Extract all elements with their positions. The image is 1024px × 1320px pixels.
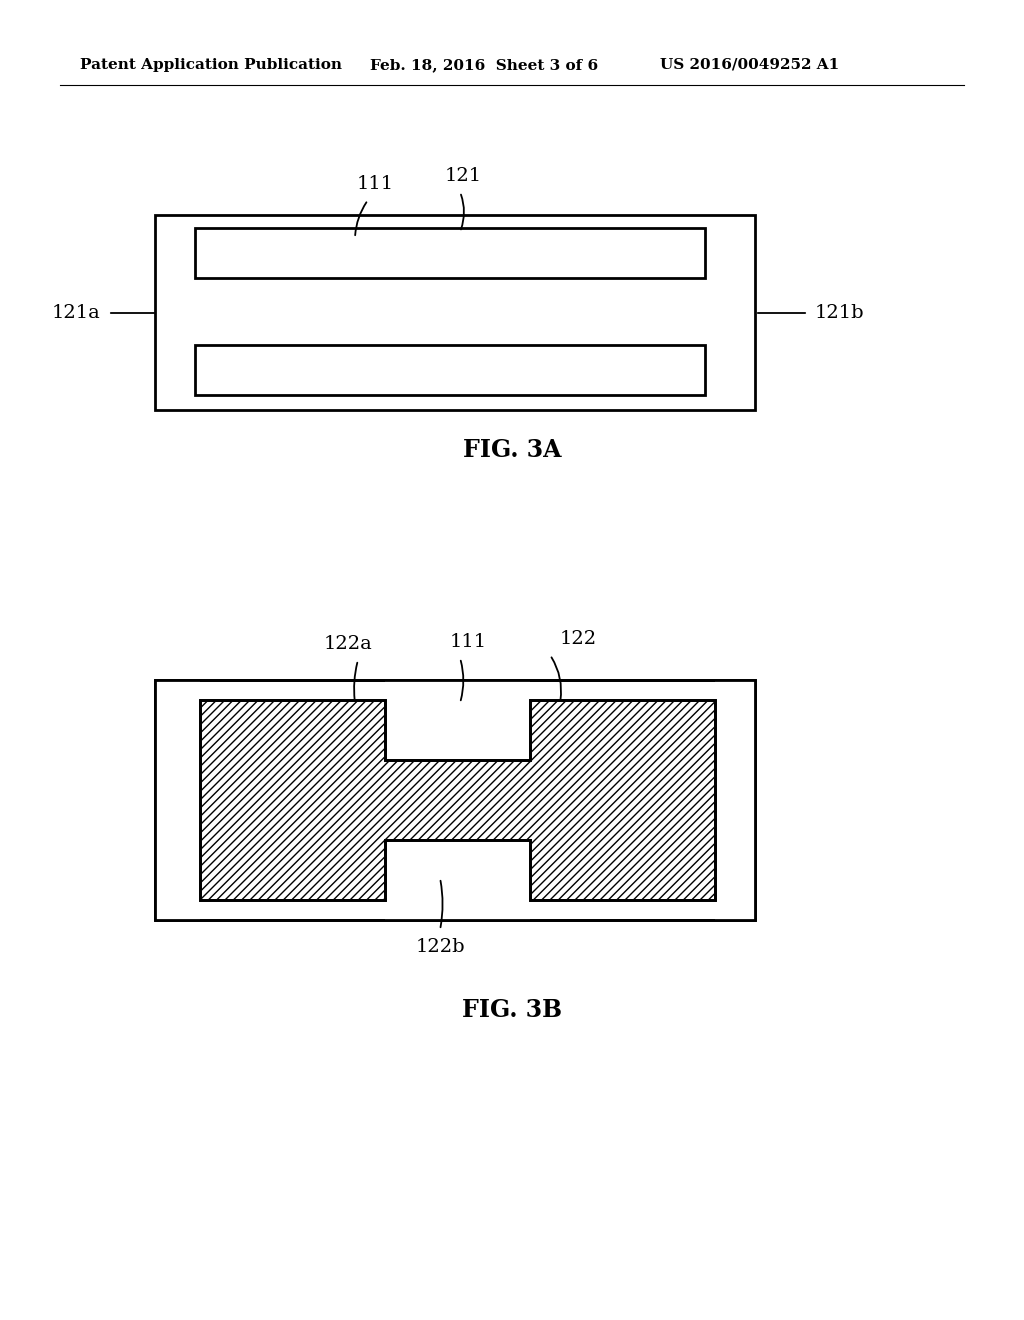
PathPatch shape — [200, 700, 715, 900]
Text: 121a: 121a — [51, 304, 100, 322]
Bar — [385, 680, 530, 760]
Bar — [195, 228, 705, 279]
Text: 122b: 122b — [415, 939, 465, 956]
Text: 111: 111 — [450, 634, 486, 651]
Text: Feb. 18, 2016  Sheet 3 of 6: Feb. 18, 2016 Sheet 3 of 6 — [370, 58, 598, 73]
Bar — [195, 345, 705, 395]
Text: 111: 111 — [356, 176, 393, 193]
Bar — [715, 680, 755, 920]
Bar — [155, 680, 755, 920]
Text: FIG. 3B: FIG. 3B — [462, 998, 562, 1022]
Text: 122: 122 — [560, 630, 597, 648]
Text: 122a: 122a — [324, 635, 373, 653]
Text: 121b: 121b — [815, 304, 864, 322]
Bar — [155, 215, 755, 411]
Bar — [155, 215, 755, 411]
Bar — [155, 680, 755, 920]
Text: US 2016/0049252 A1: US 2016/0049252 A1 — [660, 58, 840, 73]
Text: FIG. 3A: FIG. 3A — [463, 438, 561, 462]
Bar — [385, 840, 530, 920]
Text: 121: 121 — [445, 168, 482, 185]
Text: Patent Application Publication: Patent Application Publication — [80, 58, 342, 73]
Bar — [155, 680, 200, 920]
